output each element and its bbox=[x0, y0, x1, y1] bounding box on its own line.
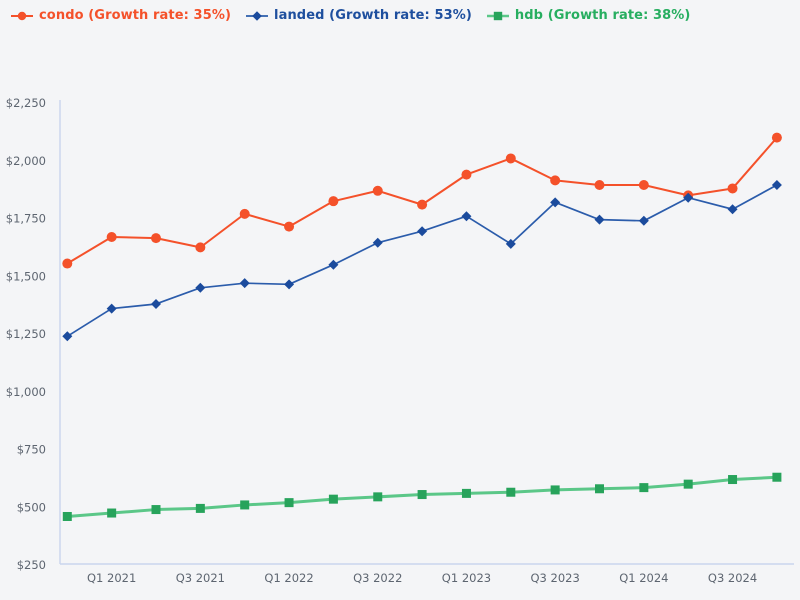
x-tick-label: Q1 2022 bbox=[264, 571, 313, 585]
condo-marker[interactable] bbox=[284, 221, 295, 232]
hdb-marker[interactable] bbox=[595, 484, 604, 494]
legend-item-landed[interactable]: landed (Growth rate: 53%) bbox=[245, 8, 472, 23]
y-tick-label: $2,250 bbox=[6, 96, 46, 110]
landed-marker[interactable] bbox=[239, 278, 250, 289]
landed-marker[interactable] bbox=[62, 331, 73, 342]
condo-marker[interactable] bbox=[594, 180, 605, 191]
landed-legend-marker-icon bbox=[246, 10, 269, 21]
condo-marker[interactable] bbox=[461, 169, 472, 180]
landed-marker[interactable] bbox=[505, 238, 516, 249]
y-tick-label: $500 bbox=[17, 500, 46, 514]
y-tick-label: $2,000 bbox=[6, 154, 46, 168]
y-axis-ticks: $250 $500 $750 $1,000 $1,250 $1,500 $1,750 $2,0… bbox=[6, 96, 46, 572]
condo-marker[interactable] bbox=[151, 233, 161, 244]
condo-marker[interactable] bbox=[727, 183, 738, 194]
landed-series bbox=[62, 180, 782, 342]
x-tick-label: Q3 2023 bbox=[531, 571, 580, 585]
y-tick-label: $750 bbox=[17, 443, 46, 457]
hdb-marker[interactable] bbox=[417, 490, 427, 500]
hdb-marker[interactable] bbox=[506, 487, 516, 497]
y-tick-label: $1,750 bbox=[6, 212, 46, 226]
hdb-marker[interactable] bbox=[728, 475, 738, 485]
condo-marker[interactable] bbox=[505, 153, 516, 164]
x-tick-label: Q1 2024 bbox=[619, 571, 668, 585]
hdb-marker[interactable] bbox=[328, 494, 338, 504]
landed-marker[interactable] bbox=[417, 226, 428, 237]
hdb-marker[interactable] bbox=[151, 505, 161, 515]
landed-marker[interactable] bbox=[683, 192, 694, 203]
condo-marker[interactable] bbox=[638, 180, 649, 191]
condo-marker[interactable] bbox=[195, 242, 206, 253]
condo-marker[interactable] bbox=[106, 231, 117, 242]
landed-marker[interactable] bbox=[550, 197, 561, 208]
hdb-marker[interactable] bbox=[639, 483, 649, 493]
y-tick-label: $1,250 bbox=[6, 327, 46, 341]
hdb-series bbox=[62, 472, 782, 521]
condo-marker[interactable] bbox=[239, 208, 250, 219]
condo-marker[interactable] bbox=[771, 132, 782, 143]
landed-marker[interactable] bbox=[594, 214, 605, 225]
hdb-marker[interactable] bbox=[240, 500, 250, 510]
condo-legend-marker-icon bbox=[11, 11, 33, 20]
condo-marker[interactable] bbox=[372, 185, 383, 196]
landed-marker[interactable] bbox=[461, 211, 472, 222]
hdb-marker[interactable] bbox=[772, 472, 782, 482]
landed-marker[interactable] bbox=[372, 237, 383, 248]
landed-marker[interactable] bbox=[195, 282, 206, 293]
condo-marker[interactable] bbox=[417, 199, 428, 210]
landed-marker[interactable] bbox=[106, 303, 117, 314]
axes bbox=[59, 100, 794, 565]
hdb-marker[interactable] bbox=[373, 492, 383, 502]
landed-marker[interactable] bbox=[727, 204, 738, 215]
legend-item-condo[interactable]: condo (Growth rate: 35%) bbox=[10, 8, 231, 23]
landed-marker[interactable] bbox=[151, 298, 161, 309]
legend-label: condo (Growth rate: 35%) bbox=[39, 8, 232, 23]
hdb-marker[interactable] bbox=[461, 488, 471, 498]
legend-label: hdb (Growth rate: 38%) bbox=[514, 8, 691, 23]
x-tick-label: Q3 2021 bbox=[176, 571, 225, 585]
hdb-marker[interactable] bbox=[107, 508, 117, 518]
hdb-marker[interactable] bbox=[62, 511, 72, 521]
x-axis-ticks: Q1 2021 Q3 2021 Q1 2022 Q3 2022 Q1 2023 Q3 20… bbox=[87, 571, 757, 585]
hdb-marker[interactable] bbox=[195, 503, 205, 513]
condo-marker[interactable] bbox=[328, 196, 339, 207]
hdb-marker[interactable] bbox=[284, 498, 294, 508]
landed-marker[interactable] bbox=[771, 180, 782, 191]
landed-marker[interactable] bbox=[328, 259, 339, 270]
hdb-legend-marker-icon bbox=[486, 11, 509, 20]
landed-marker[interactable] bbox=[638, 215, 649, 226]
legend-item-hdb[interactable]: hdb (Growth rate: 38%) bbox=[486, 8, 691, 23]
condo-marker[interactable] bbox=[62, 258, 73, 269]
x-tick-label: Q3 2024 bbox=[708, 571, 757, 585]
x-tick-label: Q1 2023 bbox=[442, 571, 491, 585]
chart-legend: condo (Growth rate: 35%) landed (Growth r… bbox=[10, 8, 690, 23]
condo-series bbox=[62, 132, 782, 269]
hdb-marker[interactable] bbox=[550, 485, 560, 495]
y-tick-label: $250 bbox=[17, 558, 46, 572]
landed-marker[interactable] bbox=[284, 279, 295, 290]
legend-label: landed (Growth rate: 53%) bbox=[274, 8, 472, 23]
x-tick-label: Q1 2021 bbox=[87, 571, 136, 585]
hdb-marker[interactable] bbox=[683, 479, 693, 489]
y-tick-label: $1,500 bbox=[6, 269, 46, 283]
condo-marker[interactable] bbox=[550, 175, 561, 186]
y-tick-label: $1,000 bbox=[6, 385, 46, 399]
x-tick-label: Q3 2022 bbox=[353, 571, 402, 585]
